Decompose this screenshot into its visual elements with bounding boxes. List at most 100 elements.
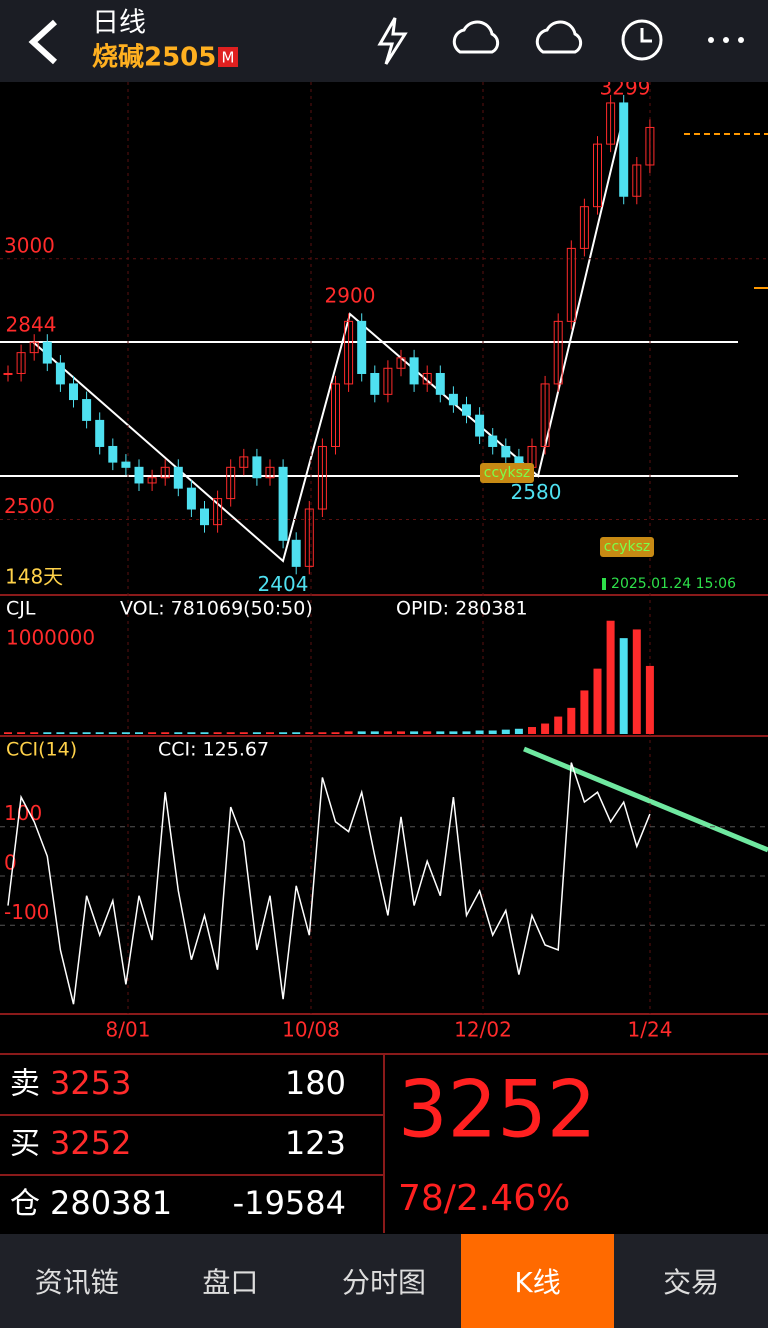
clock-icon[interactable]	[621, 19, 663, 61]
volume-bar	[200, 732, 209, 734]
volume-bar	[226, 732, 235, 734]
volume-bar	[593, 668, 602, 734]
volume-bar	[43, 732, 52, 734]
date-label: 1/24	[628, 1018, 673, 1042]
candle	[566, 247, 576, 322]
candle	[383, 367, 393, 395]
volume-bar	[279, 732, 288, 734]
marker	[602, 578, 606, 590]
trend-lines	[32, 110, 626, 563]
candle	[632, 164, 642, 197]
cloud-icon[interactable]	[452, 20, 500, 54]
volume-bar	[606, 620, 615, 734]
volume-bar	[632, 629, 641, 734]
candle	[134, 466, 144, 484]
header-icons: 日线 烧碱2505 M	[28, 8, 744, 73]
y-tick-label: 3000	[4, 233, 55, 257]
tag-bg	[600, 537, 654, 557]
row-price: 280381	[50, 1184, 172, 1222]
candle	[422, 372, 432, 385]
cloud-up-icon[interactable]	[535, 20, 583, 54]
candle	[160, 466, 170, 479]
last-price: 3252	[398, 1065, 597, 1155]
price-annotation: 3299	[600, 82, 651, 99]
cci-title: CCI(14)	[6, 739, 77, 761]
symbol: 烧碱2505	[92, 43, 216, 73]
y-tick-label: -100	[4, 900, 49, 924]
tab[interactable]: 资讯链	[34, 1266, 119, 1299]
row-label: 仓	[10, 1187, 40, 1222]
volume-bar	[475, 730, 484, 734]
tag: ccyksz	[604, 539, 650, 555]
cci-line	[7, 762, 651, 1005]
candle	[252, 456, 262, 479]
candle	[396, 357, 406, 369]
candle	[82, 399, 92, 421]
volume-bar	[410, 731, 419, 734]
candle	[593, 143, 602, 208]
row-label: 卖	[10, 1067, 40, 1102]
quote-panel: 3252 78/2.46% 卖 3253 180 买 3252 123 仓 280381 -19…	[0, 1053, 768, 1237]
price-annotation: 2580	[511, 480, 562, 504]
price-annotation: 2844	[6, 313, 57, 337]
candle	[435, 372, 445, 395]
volume-bar	[514, 728, 523, 734]
title: 日线	[92, 8, 146, 39]
candle	[291, 539, 301, 567]
volume-bar	[554, 716, 563, 734]
candle	[579, 206, 589, 249]
back[interactable]	[28, 19, 58, 65]
candle	[409, 357, 419, 385]
candle	[540, 383, 550, 447]
candle	[278, 466, 288, 541]
quote: 3252 78/2.46% 卖 3253 180 买 3252 123 仓 280381 -19…	[0, 1055, 597, 1233]
volume-bar	[148, 732, 157, 734]
tab-bar: 资讯链 盘口 分时图 K线 交易	[0, 1234, 768, 1328]
tab[interactable]: K线	[460, 1234, 615, 1328]
volume-bar	[161, 732, 170, 734]
volume-bar	[56, 732, 65, 734]
candle	[213, 498, 223, 526]
candle	[173, 466, 183, 489]
volume-bar	[528, 727, 536, 734]
volume-bar	[567, 707, 576, 734]
volume-bar	[239, 732, 248, 734]
candle	[108, 445, 118, 463]
candle	[186, 487, 196, 510]
volume-bar	[397, 731, 405, 734]
volume-bar	[17, 732, 26, 734]
candle	[331, 383, 340, 447]
vol-label: VOL: 781069(50:50)	[120, 598, 313, 620]
candle	[3, 372, 13, 375]
candle	[29, 341, 39, 354]
candle	[475, 414, 485, 437]
candle	[501, 445, 511, 458]
volume-bar	[462, 731, 471, 734]
opid-label: OPID: 280381	[396, 598, 528, 620]
volume-bar	[645, 665, 654, 734]
date-label: 10/08	[282, 1018, 340, 1042]
cci-label: CCI: 125.67	[158, 739, 269, 761]
badge: M	[222, 49, 235, 67]
volume-bar	[449, 731, 458, 734]
tab[interactable]: 分时图	[341, 1266, 426, 1299]
tab[interactable]: 盘口	[202, 1266, 259, 1299]
volume-bar	[82, 732, 91, 734]
flash-icon[interactable]	[377, 17, 408, 65]
volume-bar	[95, 732, 104, 734]
volume-bar	[383, 731, 392, 734]
more-icon[interactable]	[708, 37, 744, 43]
candle	[357, 320, 367, 374]
timestamp: 2025.01.24 15:06	[611, 576, 736, 592]
volume-bar	[292, 732, 301, 734]
tab[interactable]: 交易	[663, 1266, 720, 1299]
y-tick-label: 2500	[4, 494, 55, 518]
volume-bar	[501, 729, 510, 734]
vol-title: CJL	[6, 598, 36, 620]
chart: 8/01 10/08 12/02 1/24 3000 2500 3299 2900 2844 25…	[0, 82, 768, 1042]
volume-bar	[344, 731, 353, 734]
tag-bg	[480, 463, 534, 483]
row-price: 3252	[50, 1124, 131, 1162]
candle	[619, 102, 629, 197]
row-qty: -19584	[233, 1184, 346, 1222]
